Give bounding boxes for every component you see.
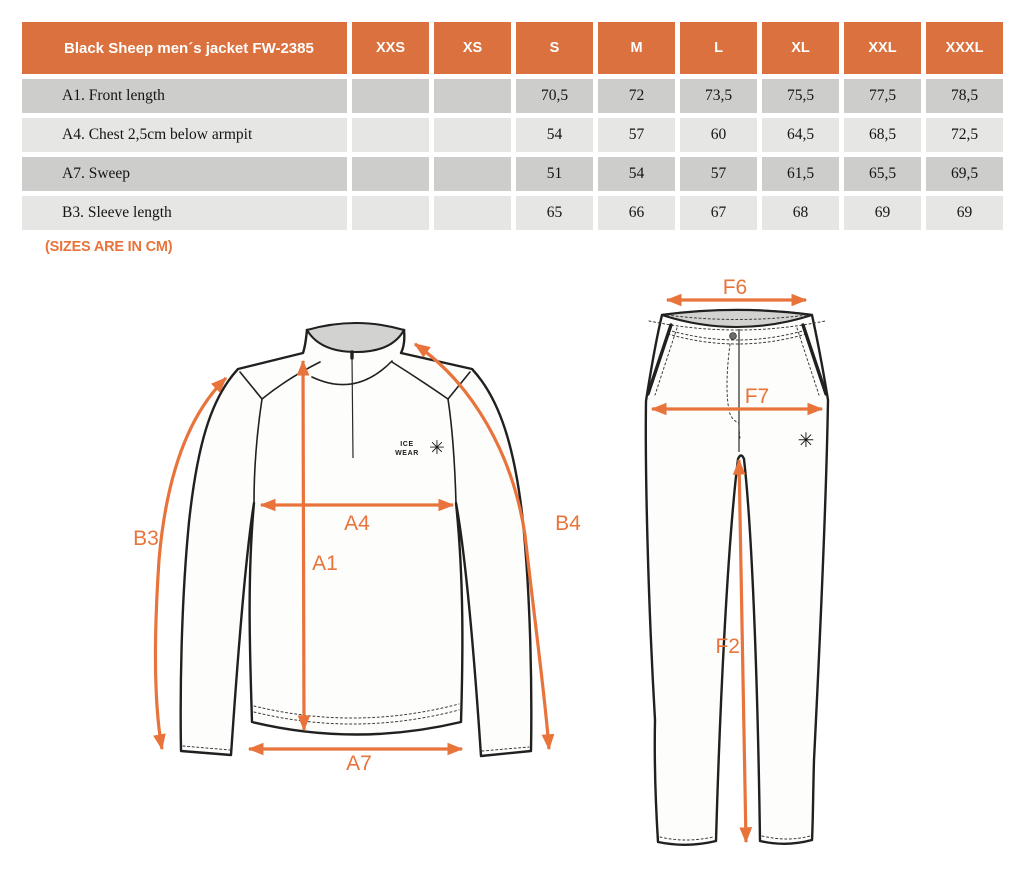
a1-label: A1: [312, 552, 338, 575]
jacket-diagram: ICE WEAR ✳ B3 A4 A1 B4 A7: [133, 321, 581, 775]
cell-value: 69: [844, 196, 921, 230]
cell-value: 65: [516, 196, 593, 230]
pants-outline: [644, 308, 830, 846]
f7-label: F7: [745, 385, 770, 408]
cell-value: 67: [680, 196, 757, 230]
f2-label: F2: [715, 635, 740, 658]
left-pocket: [646, 323, 673, 396]
jacket-collar-bottom: [311, 360, 393, 386]
a7-label: A7: [346, 752, 372, 775]
logo-line-2: WEAR: [395, 450, 419, 457]
size-column-header-m: M: [598, 22, 675, 74]
cell-value: 65,5: [844, 157, 921, 191]
table-row-sweep: A7. Sweep 51 54 57 61,5 65,5 69,5: [22, 157, 1003, 191]
left-raglan-seam: [253, 398, 263, 504]
table-header-row: Black Sheep men´s jacket FW-2385 XXS XS …: [22, 22, 1003, 74]
size-column-header-xxl: XXL: [844, 22, 921, 74]
f2-arrow: [732, 458, 753, 844]
cell-value: 75,5: [762, 79, 839, 113]
cell-value: 68: [762, 196, 839, 230]
pants-diagram: ✳ F6 F7 F2: [644, 276, 830, 846]
size-column-header-xxs: XXS: [352, 22, 429, 74]
b4-arrow: [413, 342, 555, 751]
cell-value: 54: [598, 157, 675, 191]
f6-label: F6: [723, 276, 748, 299]
a4-label: A4: [344, 512, 370, 535]
cell-value: 72,5: [926, 118, 1003, 152]
jacket-collar-opening: [305, 321, 406, 354]
cell-value: [434, 79, 511, 113]
cell-value: 78,5: [926, 79, 1003, 113]
size-column-header-xxxl: XXXL: [926, 22, 1003, 74]
fly-stitch-2: [738, 426, 741, 441]
right-pocket: [801, 323, 828, 396]
cell-value: [434, 196, 511, 230]
row-label: A4. Chest 2,5cm below armpit: [22, 118, 347, 152]
row-label: A7. Sweep: [22, 157, 347, 191]
jacket-outline: [179, 328, 533, 758]
waist-button: [729, 332, 737, 340]
left-leg-cuff-stitch: [659, 836, 714, 841]
cell-value: 69: [926, 196, 1003, 230]
right-leg-cuff-stitch: [761, 835, 811, 840]
snowflake-icon: ✳: [429, 437, 445, 459]
cell-value: [352, 79, 429, 113]
left-gusset-seam: [239, 371, 263, 400]
cell-value: [352, 118, 429, 152]
a1-arrow: [296, 359, 311, 732]
waistband-stitch-2: [667, 329, 807, 341]
cell-value: [352, 157, 429, 191]
size-column-header-l: L: [680, 22, 757, 74]
table-row-front-length: A1. Front length 70,5 72 73,5 75,5 77,5 …: [22, 79, 1003, 113]
table-title: Black Sheep men´s jacket FW-2385: [22, 22, 347, 74]
cell-value: 57: [598, 118, 675, 152]
table-row-sleeve-length: B3. Sleeve length 65 66 67 68 69 69: [22, 196, 1003, 230]
cell-value: 60: [680, 118, 757, 152]
cell-value: [352, 196, 429, 230]
cell-value: 61,5: [762, 157, 839, 191]
size-column-header-s: S: [516, 22, 593, 74]
measurement-diagram: ICE WEAR ✳ B3 A4 A1 B4 A7: [133, 276, 830, 846]
row-label: B3. Sleeve length: [22, 196, 347, 230]
cell-value: 77,5: [844, 79, 921, 113]
cell-value: 54: [516, 118, 593, 152]
cell-value: 69,5: [926, 157, 1003, 191]
logo-line-1: ICE: [400, 441, 413, 448]
units-note: (SIZES ARE IN CM): [45, 239, 173, 255]
b3-arrow: [153, 376, 228, 751]
cell-value: 73,5: [680, 79, 757, 113]
pants-waist-opening: [661, 308, 813, 329]
cell-value: 51: [516, 157, 593, 191]
zipper-line: [351, 355, 354, 459]
row-label: A1. Front length: [22, 79, 347, 113]
waistband-stitch-3: [667, 333, 807, 345]
cell-value: 57: [680, 157, 757, 191]
cell-value: 66: [598, 196, 675, 230]
size-column-header-xl: XL: [762, 22, 839, 74]
b3-label: B3: [133, 527, 159, 550]
cell-value: 64,5: [762, 118, 839, 152]
table-row-chest: A4. Chest 2,5cm below armpit 54 57 60 64…: [22, 118, 1003, 152]
cell-value: [434, 157, 511, 191]
waist-inner-stitch: [666, 314, 808, 320]
size-column-header-xs: XS: [434, 22, 511, 74]
cell-value: [434, 118, 511, 152]
size-table: Black Sheep men´s jacket FW-2385 XXS XS …: [17, 17, 1008, 235]
cell-value: 70,5: [516, 79, 593, 113]
left-shoulder-seam: [261, 361, 321, 400]
cell-value: 72: [598, 79, 675, 113]
snowflake-icon: ✳: [798, 428, 815, 452]
cell-value: 68,5: [844, 118, 921, 152]
b4-label: B4: [555, 512, 581, 535]
